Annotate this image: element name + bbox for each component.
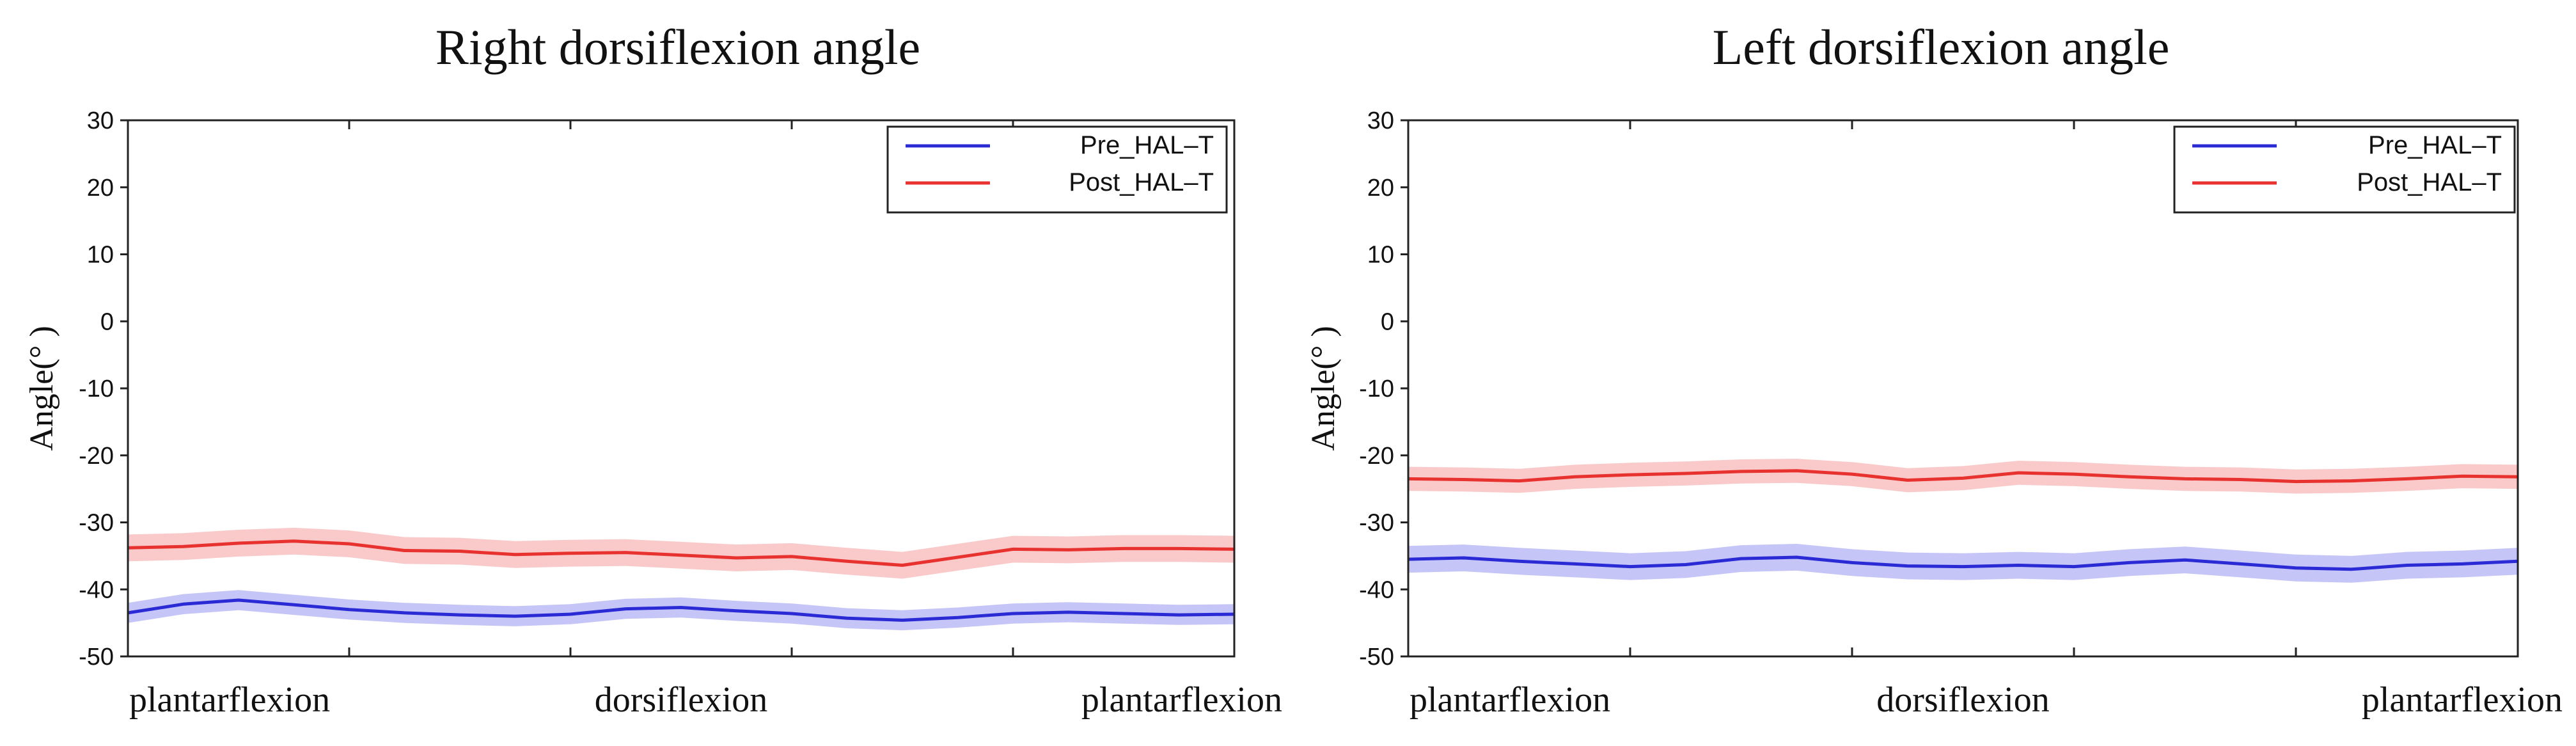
- y-tick-label: 20: [1367, 175, 1394, 202]
- chart-title: Right dorsiflexion angle: [436, 19, 920, 75]
- series-line-post: [127, 539, 1235, 567]
- series-line-pre: [127, 598, 1235, 622]
- legend-label: Pre_HAL–T: [2368, 131, 2502, 159]
- series-band-post: [1408, 459, 2518, 494]
- y-tick-label: -30: [79, 510, 114, 537]
- x-category-label: plantarflexion: [2362, 680, 2563, 720]
- y-tick-label: 0: [1381, 308, 1394, 335]
- y-axis-label: Angle(° ): [1305, 326, 1342, 451]
- legend: Pre_HAL–T Post_HAL–T: [2173, 125, 2516, 214]
- legend-box: [2173, 125, 2516, 214]
- legend-label: Pre_HAL–T: [1080, 131, 1214, 159]
- legend-box: [886, 125, 1228, 214]
- y-tick-label: -10: [1359, 376, 1394, 402]
- y-tick-label: -10: [79, 376, 114, 402]
- y-tick-label: -20: [79, 443, 114, 470]
- chart-panel-right: Right dorsiflexion angle Angle(° ) 30 20 10 0…: [24, 19, 1282, 720]
- series-band-post: [128, 527, 1234, 579]
- y-tick-label: 10: [87, 242, 114, 269]
- y-tick-label: 30: [87, 107, 114, 134]
- y-tick-label: 10: [1367, 242, 1394, 269]
- chart-title: Left dorsiflexion angle: [1713, 19, 2170, 75]
- y-tick-label: -50: [79, 644, 114, 671]
- series-line-post: [1408, 469, 2518, 484]
- x-category-label: plantarflexion: [129, 680, 330, 720]
- x-category-label: plantarflexion: [1410, 680, 1610, 720]
- x-category-label: dorsiflexion: [1876, 680, 2050, 720]
- y-tick-label: -40: [1359, 576, 1394, 603]
- legend: Pre_HAL–T Post_HAL–T: [886, 125, 1228, 214]
- y-tick-label: -40: [79, 576, 114, 603]
- series-band-pre: [1408, 544, 2518, 583]
- y-tick-label: 0: [100, 308, 114, 335]
- axis-frame: [127, 119, 1236, 658]
- legend-label: Post_HAL–T: [1069, 168, 1214, 196]
- series-line-pre: [1408, 555, 2518, 571]
- y-axis-label: Angle(° ): [24, 326, 60, 451]
- x-category-label: plantarflexion: [1081, 680, 1282, 720]
- chart-panel-left: Left dorsiflexion angle Angle(° ) 30 20 10 0 -…: [1305, 19, 2563, 720]
- legend-label: Post_HAL–T: [2357, 168, 2502, 196]
- y-tick-label: -50: [1359, 644, 1394, 671]
- axis-frame: [1407, 119, 2519, 658]
- y-tick-label: 20: [87, 175, 114, 202]
- y-tick-label: 30: [1367, 107, 1394, 134]
- y-tick-label: -30: [1359, 510, 1394, 537]
- y-tick-label: -20: [1359, 443, 1394, 470]
- series-band-pre: [128, 590, 1234, 631]
- x-category-label: dorsiflexion: [595, 680, 768, 720]
